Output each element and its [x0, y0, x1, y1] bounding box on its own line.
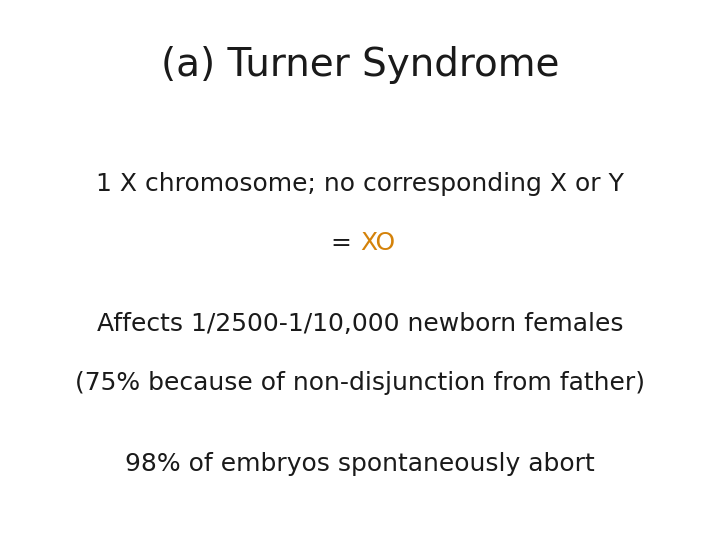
Text: (a) Turner Syndrome: (a) Turner Syndrome	[161, 46, 559, 84]
Text: (75% because of non-disjunction from father): (75% because of non-disjunction from fat…	[75, 372, 645, 395]
Text: 98% of embryos spontaneously abort: 98% of embryos spontaneously abort	[125, 453, 595, 476]
Text: XO: XO	[360, 231, 395, 255]
Text: 1 X chromosome; no corresponding X or Y: 1 X chromosome; no corresponding X or Y	[96, 172, 624, 195]
Text: Affects 1/2500-1/10,000 newborn females: Affects 1/2500-1/10,000 newborn females	[96, 312, 624, 336]
Text: =: =	[331, 231, 360, 255]
